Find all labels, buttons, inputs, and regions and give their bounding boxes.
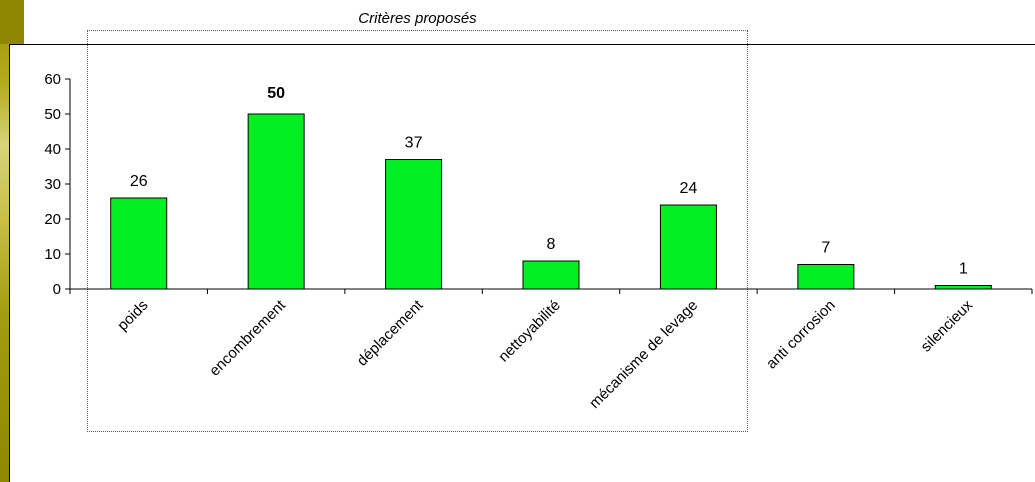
data-label: 26 — [130, 173, 148, 190]
y-tick-label: 40 — [44, 141, 61, 158]
y-tick-label: 60 — [44, 71, 61, 88]
category-label: déplacement — [354, 296, 427, 369]
category-label: mécanisme de levage — [586, 297, 701, 412]
bar — [797, 264, 855, 290]
bar — [247, 113, 305, 290]
category-label: nettoyabilité — [495, 297, 564, 366]
data-label: 8 — [547, 236, 556, 253]
chart-frame — [9, 44, 1035, 482]
category-label: silencieux — [918, 296, 977, 355]
left-decor-strip — [0, 0, 9, 482]
data-label: 37 — [405, 135, 423, 152]
y-tick-label: 0 — [53, 281, 61, 298]
category-label: anti corrosion — [763, 297, 839, 373]
data-label: 50 — [267, 85, 285, 102]
y-tick-label: 20 — [44, 211, 61, 228]
data-label: 7 — [821, 240, 830, 257]
category-label: poids — [114, 297, 151, 334]
y-tick-label: 50 — [44, 106, 61, 123]
bar — [934, 285, 992, 290]
chart-title: Critères proposés — [358, 10, 477, 27]
top-decor-strip — [0, 0, 24, 44]
y-tick-label: 10 — [44, 246, 61, 263]
bar — [385, 159, 443, 290]
bar — [522, 260, 580, 290]
y-tick-label: 30 — [44, 176, 61, 193]
bar — [110, 197, 168, 290]
category-label: encombrement — [206, 296, 289, 379]
data-label: 1 — [959, 261, 968, 278]
data-label: 24 — [680, 180, 698, 197]
bar — [659, 204, 717, 290]
